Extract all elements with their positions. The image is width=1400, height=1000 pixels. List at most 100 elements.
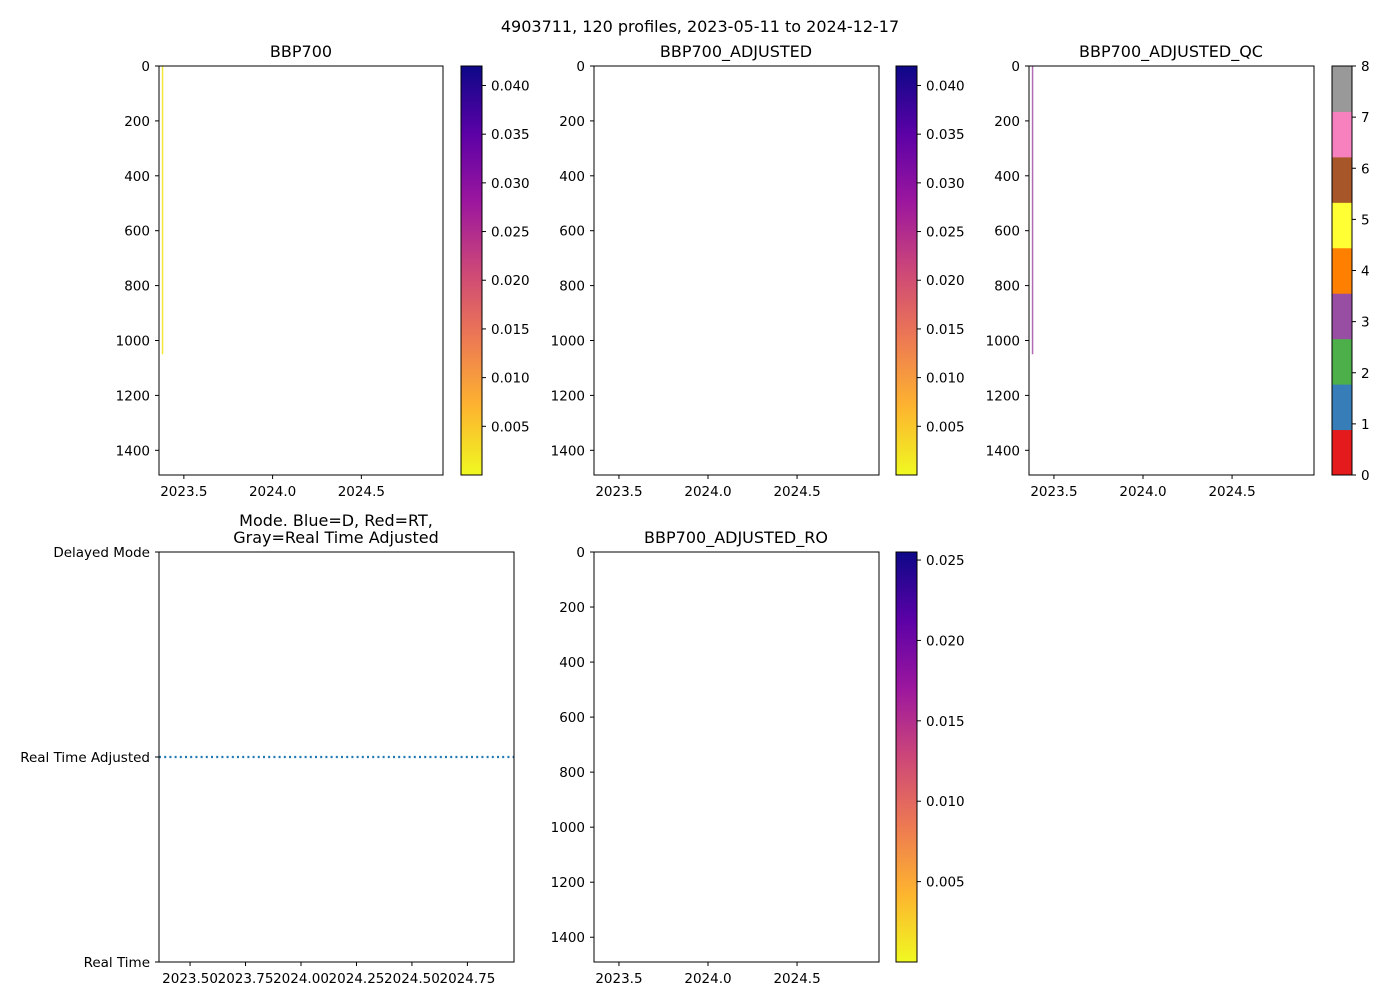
panel-mode: Mode. Blue=D, Red=RT, Gray=Real Time Adj… [20,511,515,987]
y-tick-label: 1000 [116,333,150,349]
x-tick-label: 2024.0 [249,484,296,500]
y-tick-label: 800 [994,279,1020,295]
y-tick-label: 200 [124,114,150,130]
colorbar-segment [1332,202,1352,249]
plot-background [1029,66,1314,475]
y-tick-label: 1000 [986,333,1020,349]
colorbar-tick-label: 0.025 [491,225,530,241]
colorbar-tick-label: 0.035 [926,127,965,143]
y-tick-label: Real Time Adjusted [20,750,150,766]
figure-title: 4903711, 120 profiles, 2023-05-11 to 202… [501,17,899,36]
plot-area: 0 200 400 600 800 1000 1200 1400 2023.5 2024.0 202… [116,59,444,500]
y-tick-label: 600 [559,710,585,726]
colorbar-tick-label: 0.030 [491,176,530,192]
y-tick-label: 800 [559,765,585,781]
y-tick-label: Real Time [84,955,150,971]
x-tick-label: 2023.50 [162,971,218,987]
colorbar-tick-label: 0.005 [491,419,530,435]
y-tick-label: 1200 [551,875,585,891]
colorbar-tick-label: 0.030 [926,176,965,192]
x-tick-label: 2024.5 [773,971,820,987]
y-tick-label: 800 [124,279,150,295]
y-tick-label: 0 [576,59,585,75]
colorbar-segment [1332,156,1352,203]
colorbar-tick-label: 0.010 [926,794,965,810]
y-tick-label: 0 [576,545,585,561]
y-tick-label: 1400 [551,443,585,459]
y-tick-label: 200 [994,114,1020,130]
x-tick-label: 2023.5 [595,484,642,500]
x-tick-label: 2023.5 [1030,484,1077,500]
y-tick-label: 600 [124,224,150,240]
colorbar-tick-label: 5 [1361,212,1370,228]
colorbar-tick-label: 0.020 [491,273,530,289]
y-tick-label: 400 [559,655,585,671]
y-tick-label: 400 [559,169,585,185]
colorbar-tick-label: 0.025 [926,553,965,569]
panel-title: BBP700 [270,42,332,61]
colorbar-segment [1332,66,1352,112]
plot-frame [593,551,880,963]
colorbar-fill [896,66,917,475]
y-tick-label: 1400 [986,443,1020,459]
y-tick-label: 1200 [551,388,585,404]
panel-bbp700: BBP700 0 200 400 600 800 1000 1200 1400 2023.5 20… [116,42,530,500]
colorbar: 0.005 0.010 0.015 0.020 0.025 0.030 0.035 0.040 [460,65,530,476]
y-tick-label: 1400 [116,443,150,459]
y-tick-label: 0 [141,59,150,75]
panel-title-line-2: Gray=Real Time Adjusted [233,528,439,547]
panel-bbp700-adjusted: BBP700_ADJUSTED 0 200 400 600 800 1000 1200 140… [551,42,965,500]
x-tick-label: 2024.5 [1208,484,1255,500]
x-tick-label: 2024.5 [773,484,820,500]
y-tick-label: 400 [994,169,1020,185]
colorbar-segment [1332,111,1352,158]
colorbar-tick-label: 1 [1361,417,1370,433]
plot-background [159,66,443,475]
colorbar: 0.005 0.010 0.015 0.020 0.025 [895,551,965,963]
panel-title: BBP700_ADJUSTED_RO [644,528,828,548]
plot-area: 0 200 400 600 800 1000 1200 1400 2023.5 2024.0 202… [986,59,1315,500]
plot-area: Real Time Real Time Adjusted Delayed Mode 2… [20,545,515,987]
colorbar-tick-label: 0.025 [926,225,965,241]
colorbar-segment [1332,293,1352,340]
colorbar-segment [1332,247,1352,294]
x-tick-label: 2023.5 [595,971,642,987]
plot-area: 0 200 400 600 800 1000 1200 1400 2023.5 2024.0 202… [551,545,880,987]
x-tick-label: 2024.50 [384,971,440,987]
colorbar-frame [895,65,918,476]
panel-title: BBP700_ADJUSTED_QC [1079,42,1263,62]
y-tick-label: 1200 [116,388,150,404]
y-tick-label: Delayed Mode [53,545,150,561]
colorbar-tick-label: 0.005 [926,875,965,891]
y-tick-label: 200 [559,600,585,616]
colorbar-tick-label: 0.040 [926,78,965,94]
colorbar-fill [896,552,917,962]
colorbar-tick-label: 0.015 [926,714,965,730]
colorbar-tick-label: 0.015 [491,322,530,338]
colorbar-tick-label: 0.040 [491,78,530,94]
panel-bbp700-adjusted-qc: BBP700_ADJUSTED_QC 020040060080010001200… [986,42,1370,500]
y-tick-label: 600 [994,224,1020,240]
y-tick-label: 400 [124,169,150,185]
y-tick-label: 600 [559,224,585,240]
colorbar-tick-label: 0.010 [926,371,965,387]
plot-frame [158,65,444,476]
colorbar-frame [895,551,918,963]
colorbar-tick-label: 0 [1361,468,1370,484]
y-tick-label: 0 [1011,59,1020,75]
plot-background [594,66,879,475]
x-tick-label: 2024.0 [1119,484,1166,500]
colorbar-fill [461,66,482,475]
x-tick-label: 2024.5 [338,484,385,500]
y-tick-label: 1000 [551,333,585,349]
x-tick-label: 2024.00 [273,971,329,987]
colorbar-tick-label: 7 [1361,110,1370,126]
x-tick-label: 2024.75 [439,971,495,987]
colorbar-segment [1332,338,1352,385]
colorbar-frame [460,65,483,476]
panel-title-line-1: Mode. Blue=D, Red=RT, [239,511,433,530]
x-tick-label: 2024.0 [684,971,731,987]
colorbar-tick-label: 6 [1361,161,1370,177]
colorbar-tick-label: 3 [1361,315,1370,331]
panel-title: BBP700_ADJUSTED [660,42,812,62]
